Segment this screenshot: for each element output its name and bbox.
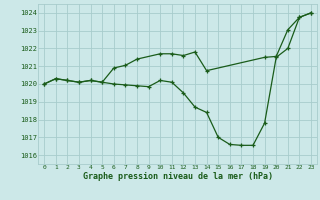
X-axis label: Graphe pression niveau de la mer (hPa): Graphe pression niveau de la mer (hPa) xyxy=(83,172,273,181)
